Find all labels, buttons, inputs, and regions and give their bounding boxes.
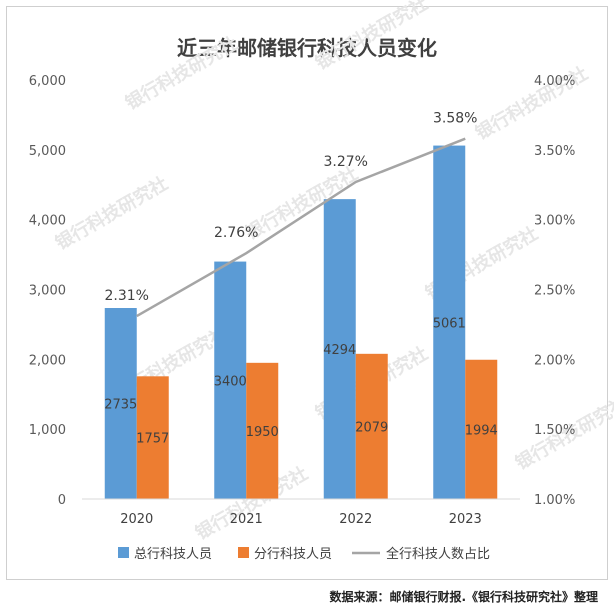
y2-tick-label: 1.50% [534, 423, 575, 438]
bars [104, 145, 498, 500]
y-tick-label: 6,000 [29, 74, 66, 89]
ratio-line [136, 137, 466, 318]
bar-branch [355, 353, 388, 499]
legend-label: 总行科技人员 [134, 547, 212, 562]
ratio-line-path [136, 137, 466, 318]
bar-value-label: 1950 [246, 425, 279, 440]
bar-value-label: 1994 [465, 423, 498, 438]
ratio-value-label: 2.31% [105, 288, 149, 304]
bar-branch [136, 376, 169, 499]
bar-value-label: 3400 [214, 374, 247, 389]
source-note: 数据来源：邮储银行财报.《银行科技研究社》整理 [329, 590, 598, 604]
y2-tick-label: 1.00% [534, 493, 575, 508]
legend-label: 分行科技人员 [254, 547, 332, 562]
ratio-value-label: 3.27% [324, 154, 368, 170]
x-tick-label: 2020 [120, 512, 153, 527]
y-tick-label: 2,000 [29, 353, 66, 368]
y-tick-label: 5,000 [29, 144, 66, 159]
data-labels: 2735 1757 3400 1950 4294 2079 5061 1994 2.31% 2.7… [104, 111, 498, 447]
ratio-value-label: 2.76% [214, 225, 258, 241]
legend-label: 全行科技人数占比 [386, 546, 490, 562]
y-tick-label: 0 [58, 493, 66, 508]
legend-swatch [238, 547, 249, 558]
chart-title: 近三年邮储银行科技人员变化 [177, 36, 437, 60]
bar-value-label: 5061 [433, 316, 466, 331]
y2-tick-label: 2.00% [534, 353, 575, 368]
bar-hq [323, 199, 356, 499]
bar-hq [433, 145, 466, 500]
x-tick-label: 2022 [339, 512, 372, 527]
legend-swatch [118, 547, 129, 558]
x-tick-label: 2021 [230, 512, 263, 527]
bar-value-label: 4294 [323, 343, 356, 358]
y-axis-left: 0 1,000 2,000 3,000 4,000 5,000 6,000 [29, 74, 66, 508]
x-axis: 2020 2021 2022 2023 [82, 498, 520, 527]
bar-branch [465, 359, 498, 499]
ratio-value-label: 3.58% [433, 111, 477, 127]
y2-tick-label: 4.00% [534, 74, 575, 89]
legend: 总行科技人员 分行科技人员 全行科技人数占比 [118, 546, 490, 562]
bar-hq [104, 308, 137, 499]
y-tick-label: 4,000 [29, 214, 66, 229]
bar-branch [246, 362, 279, 499]
watermark-text: 银行科技研究社 [122, 32, 242, 114]
bar-value-label: 1757 [136, 432, 169, 447]
y-axis-right: 1.00% 1.50% 2.00% 2.50% 3.00% 3.50% 4.00% [534, 74, 575, 508]
bar-hq [214, 261, 247, 499]
watermark-text: 银行科技研究社 [312, 0, 432, 74]
y2-tick-label: 3.00% [534, 214, 575, 229]
y-tick-label: 1,000 [29, 423, 66, 438]
bar-value-label: 2735 [104, 398, 137, 413]
x-tick-label: 2023 [449, 512, 482, 527]
watermark-text: 银行科技研究社 [52, 172, 172, 254]
bar-value-label: 2079 [355, 420, 388, 435]
y-tick-label: 3,000 [29, 284, 66, 299]
y2-tick-label: 3.50% [534, 144, 575, 159]
y2-tick-label: 2.50% [534, 284, 575, 299]
